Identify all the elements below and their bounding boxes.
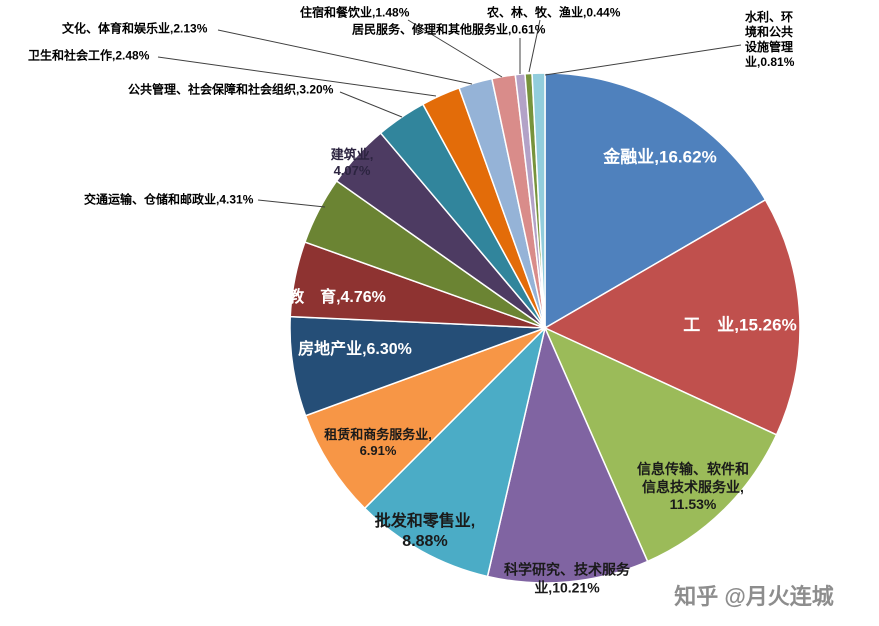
pie-slice-租赁和商务服务业 [304,327,546,510]
pie-slice-信息传输、软件和信息技术服务业 [543,326,778,563]
leader-line-交通运输、仓储和邮政业 [257,199,326,208]
pie-slice-科学研究、技术服务业 [486,325,649,584]
leader-line-公共管理、社会保障和社会组织 [339,91,403,118]
pie-slices-group [289,72,801,584]
leader-line-农、林、牧、渔业 [528,19,541,73]
leader-line-住宿和餐饮业 [407,19,503,78]
leader-line-文化、体育和娱乐业 [217,29,473,85]
leader-lines-group [157,19,742,208]
pie-slice-工业 [543,198,801,436]
watermark: 知乎 @月火连城 [674,584,834,609]
leader-line-水利、环境和公共设施管理业 [544,44,742,76]
pie-slice-批发和零售业 [363,325,547,578]
pie-slice-金融业 [544,72,767,330]
leader-line-卫生和社会工作 [157,56,437,97]
pie-slice-水利、环境和公共设施管理业 [531,72,546,329]
